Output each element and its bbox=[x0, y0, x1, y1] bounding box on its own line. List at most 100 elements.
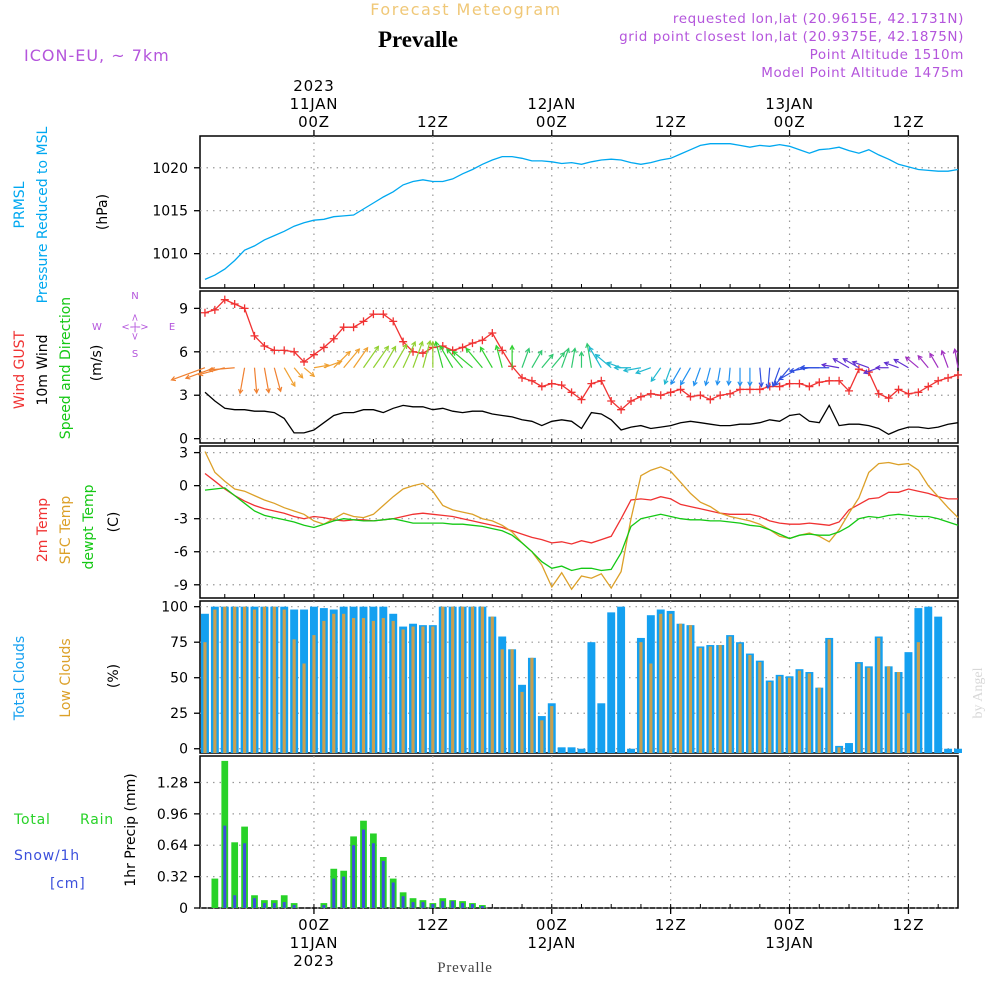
wind-arrow-shaft bbox=[541, 354, 554, 369]
gust-marker bbox=[379, 310, 388, 319]
top-tick-date: 11JAN bbox=[290, 95, 339, 113]
low-clouds-bar bbox=[827, 639, 831, 753]
wind-arrow-head bbox=[384, 345, 390, 351]
wind-arrow-head bbox=[862, 369, 869, 375]
wind-arrow-head bbox=[777, 375, 784, 381]
bottom-tick-hour: 00Z bbox=[536, 916, 568, 934]
wind-arrow-head bbox=[207, 366, 214, 373]
low-clouds-bar bbox=[540, 720, 544, 753]
gust-marker bbox=[339, 323, 348, 332]
wind-arrow-shaft bbox=[905, 356, 919, 369]
low-clouds-bar bbox=[748, 654, 752, 753]
wind-arrow-head bbox=[402, 343, 408, 350]
wind-arrow-head bbox=[585, 342, 591, 349]
gust-marker bbox=[478, 336, 487, 345]
wind-arrow-shaft bbox=[362, 346, 379, 369]
total-clouds-bar bbox=[944, 748, 953, 753]
wind-arrow-head bbox=[290, 381, 296, 388]
bottom-tick-hour: 00Z bbox=[774, 916, 806, 934]
total-clouds-bar bbox=[557, 747, 566, 753]
gust-marker bbox=[240, 304, 249, 313]
low-clouds-bar bbox=[669, 613, 673, 753]
total-clouds-bar bbox=[845, 743, 853, 753]
total-precip-bar bbox=[231, 842, 239, 908]
wind-arrow-head bbox=[494, 344, 500, 351]
temp-label-sfc: SFC Temp bbox=[58, 496, 74, 565]
low-clouds-bar bbox=[243, 606, 247, 753]
snow-bar bbox=[362, 829, 365, 908]
bottom-tick-hour: 12Z bbox=[893, 916, 925, 934]
precip-label-rain: Rain bbox=[80, 812, 114, 828]
wind-arrow-shaft bbox=[929, 353, 939, 369]
low-clouds-bar bbox=[421, 626, 425, 753]
wind-arrow-shaft bbox=[412, 341, 424, 368]
low-clouds-bar bbox=[877, 637, 881, 753]
wind-arrow-head bbox=[788, 367, 795, 374]
wind-arrow-head bbox=[430, 340, 436, 346]
wind-arrow-head bbox=[747, 381, 753, 387]
low-clouds-bar bbox=[906, 713, 911, 753]
wind-label-gust: Wind GUST bbox=[12, 330, 28, 409]
low-clouds-bar bbox=[470, 606, 475, 753]
gust-marker bbox=[954, 370, 962, 379]
wind-arrow-head bbox=[170, 376, 177, 382]
wind-arrow-shaft bbox=[623, 367, 642, 372]
low-clouds-bar bbox=[213, 609, 217, 753]
gust-marker bbox=[399, 337, 408, 346]
wind-arrow-shaft bbox=[884, 362, 899, 369]
wind-arrow-shaft bbox=[664, 367, 672, 385]
low-clouds-bar bbox=[510, 649, 514, 753]
wind-label-10m: 10m Wind bbox=[35, 334, 51, 405]
wind-arrow-head bbox=[670, 379, 676, 386]
wind-arrow-shaft bbox=[941, 350, 949, 368]
total-clouds-bar bbox=[954, 748, 962, 753]
wind-arrow-shaft bbox=[372, 346, 389, 369]
low-clouds-bar bbox=[361, 618, 366, 753]
wind-arrow-shaft bbox=[465, 348, 483, 369]
low-clouds-bar bbox=[778, 676, 782, 753]
top-tick-year: 2023 bbox=[293, 77, 334, 95]
precip-label-snow: Snow/1h bbox=[14, 848, 80, 864]
wind-arrow-shaft bbox=[171, 367, 206, 381]
low-clouds-bar bbox=[857, 663, 861, 753]
wind-arrow-head bbox=[917, 354, 923, 361]
gust-marker bbox=[617, 405, 626, 414]
gust-marker bbox=[498, 346, 507, 355]
wind-arrow-head bbox=[265, 388, 271, 394]
wind-arrow-head bbox=[832, 358, 838, 363]
wind-arrow-shaft bbox=[283, 367, 296, 387]
dewpt-temp-line bbox=[204, 487, 959, 572]
clouds-label-unit: (%) bbox=[106, 664, 122, 688]
gust-marker bbox=[290, 347, 299, 356]
wind-arrow-shaft bbox=[635, 367, 652, 374]
wind-arrow-head bbox=[883, 361, 890, 367]
low-clouds-bar bbox=[490, 616, 494, 753]
wind-arrow-shaft bbox=[759, 367, 763, 387]
gust-marker bbox=[369, 310, 378, 319]
gust-marker bbox=[666, 388, 675, 397]
wind-arrow-shaft bbox=[650, 367, 662, 382]
temperature-ytick-label: 3 bbox=[179, 446, 188, 462]
low-clouds-bar bbox=[500, 649, 504, 753]
wind-arrow-shaft bbox=[531, 350, 543, 369]
gust-marker bbox=[646, 389, 655, 398]
low-clouds-bar bbox=[262, 606, 266, 753]
wind-arrow-shaft bbox=[595, 354, 612, 369]
precip-panel: 0 0.32 0.64 0.96 1.28 bbox=[157, 755, 959, 917]
total-clouds-bar bbox=[617, 606, 626, 753]
wind-arrow-shaft bbox=[479, 346, 493, 369]
low-clouds-bar bbox=[460, 606, 465, 753]
low-clouds-bar bbox=[451, 606, 455, 753]
low-clouds-bar bbox=[688, 625, 693, 753]
total-clouds-bar bbox=[597, 703, 606, 753]
wind-arrow-head bbox=[184, 374, 191, 380]
low-clouds-bar bbox=[312, 635, 316, 753]
snow-bar bbox=[401, 896, 405, 908]
wind-arrow-shaft bbox=[767, 367, 771, 389]
wind-arrow-head bbox=[726, 380, 732, 387]
bottom-tick-hour: 12Z bbox=[417, 916, 449, 934]
clouds-ytick-label: 75 bbox=[170, 635, 188, 651]
wind-arrow-shaft bbox=[728, 367, 731, 385]
wind-arrow-head bbox=[680, 380, 685, 386]
